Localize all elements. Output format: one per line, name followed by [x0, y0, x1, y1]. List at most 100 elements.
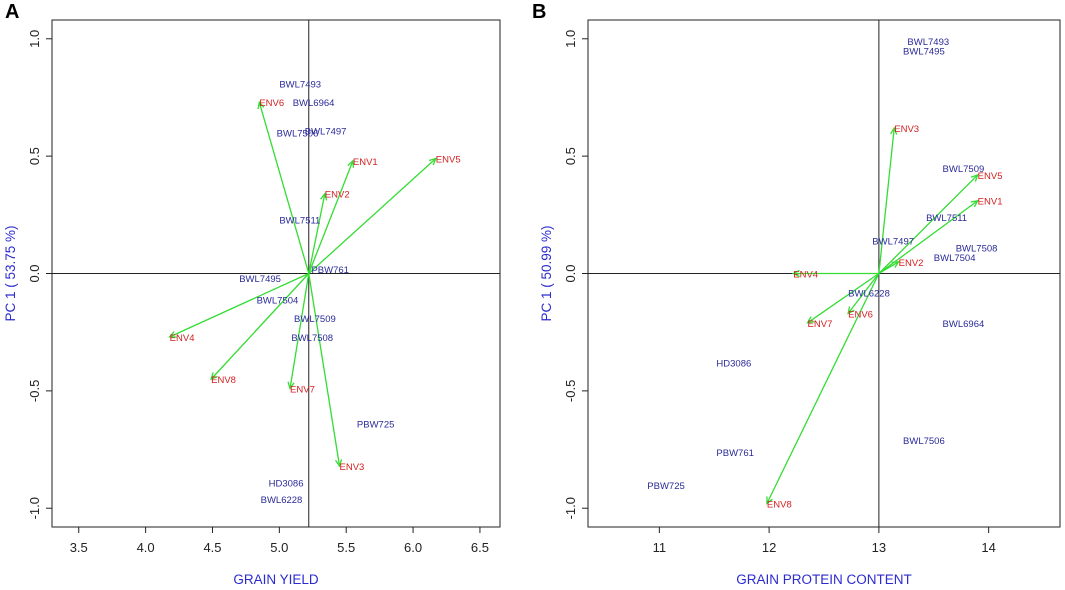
genotype-label-bwl6964: BWL6964 [293, 98, 335, 109]
env-label-env2: ENV2 [899, 258, 924, 269]
x-tick-label: 6.0 [404, 540, 422, 555]
panel-letter-a: A [5, 1, 19, 23]
y-axis-label: PC 1 ( 50.99 %) [539, 225, 554, 321]
env-vector-env6 [258, 101, 310, 274]
genotype-label-bwl7506: BWL7506 [903, 436, 945, 447]
x-tick-label: 14 [981, 540, 995, 555]
genotype-label-bwl7511: BWL7511 [926, 213, 967, 224]
env-vector-env6 [847, 273, 880, 314]
env-label-env7: ENV7 [290, 385, 315, 396]
env-vector-env3 [308, 273, 341, 467]
env-vector-env1 [308, 160, 354, 274]
env-vector-arrowhead [890, 126, 898, 135]
env-label-env8: ENV8 [211, 375, 236, 386]
genotype-label-bwl7493: BWL7493 [907, 37, 949, 48]
x-tick-label: 13 [872, 540, 886, 555]
env-vector-env4 [169, 272, 310, 338]
env-vector-arrowhead [320, 192, 328, 201]
genotype-label-bwl6228: BWL6228 [261, 495, 303, 506]
env-vector-arrowhead [428, 157, 437, 166]
genotype-label-bwl6228: BWL6228 [848, 288, 890, 299]
x-tick-label: 5.5 [337, 540, 355, 555]
x-tick-label: 5.0 [270, 540, 288, 555]
y-tick-label: 0.5 [27, 147, 42, 165]
genotype-label-bwl6964: BWL6964 [943, 319, 985, 330]
env-vector-arrowhead [334, 459, 343, 468]
y-tick-label: 1.0 [27, 30, 42, 48]
genotype-label-bwl7497: BWL7497 [872, 237, 914, 248]
env-vector-arrowhead [891, 261, 900, 268]
genotype-label-bwl7504: BWL7504 [934, 253, 976, 264]
env-vector-arrowhead [791, 269, 800, 278]
genotype-label-pbw761: PBW761 [716, 448, 754, 459]
env-vector-env3 [878, 127, 895, 274]
env-label-env1: ENV1 [978, 197, 1003, 208]
env-label-env8: ENV8 [767, 500, 792, 511]
env-label-env6: ENV6 [848, 309, 873, 320]
env-label-env5: ENV5 [978, 171, 1003, 182]
env-label-env7: ENV7 [808, 319, 833, 330]
env-vector-arrowhead [970, 173, 979, 182]
env-vector-env7 [807, 272, 880, 324]
genotype-label-bwl7504: BWL7504 [257, 295, 299, 306]
env-vector-env8 [766, 273, 880, 504]
env-vector-env5 [308, 158, 437, 274]
genotype-label-pbw725: PBW725 [647, 481, 685, 492]
y-tick-label: 1.0 [563, 30, 578, 48]
env-vector-arrowhead [766, 496, 773, 505]
y-tick-label: -1.0 [27, 497, 42, 519]
y-tick-label: 0.0 [563, 264, 578, 282]
x-tick-label: 3.5 [70, 540, 88, 555]
genotype-label-bwl7511: BWL7511 [279, 216, 320, 227]
y-tick-label: -0.5 [563, 380, 578, 402]
y-tick-label: -0.5 [27, 380, 42, 402]
env-vector-arrowhead [210, 372, 218, 381]
y-tick-label: -1.0 [563, 497, 578, 519]
env-vector-env5 [878, 174, 979, 274]
genotype-label-bwl7508: BWL7508 [291, 333, 333, 344]
biplot-panel-a: 3.5 4.0 4.5 5.0 5.5 6.0 6.5 -1.0 -0.5 0.0 0.5 1.0 GR… [3, 19, 501, 587]
env-label-env3: ENV3 [894, 124, 919, 135]
x-axis-label: GRAIN PROTEIN CONTENT [736, 572, 912, 587]
biplot-panel-b: 11 12 13 14 -1.0 -0.5 0.0 0.5 1.0 GRAIN PROTEIN C… [539, 19, 1061, 587]
env-label-env4: ENV4 [793, 270, 818, 281]
y-tick-label: 0.0 [27, 264, 42, 282]
env-vector-arrowhead [168, 331, 177, 338]
x-axis-label: GRAIN YIELD [233, 572, 319, 587]
env-vector-arrowhead [847, 306, 855, 315]
genotype-label-bwl7509: BWL7509 [294, 314, 336, 325]
genotype-label-hd3086: HD3086 [716, 359, 751, 370]
genotype-label-bwl7495: BWL7495 [239, 274, 281, 285]
x-tick-label: 4.0 [137, 540, 155, 555]
genotype-label-bwl7497: BWL7497 [305, 126, 347, 137]
env-vector-env2 [878, 261, 899, 275]
y-axis-label: PC 1 ( 53.75 %) [3, 225, 18, 321]
genotype-label-bwl7508: BWL7508 [956, 244, 998, 255]
env-vector-arrowhead [257, 100, 265, 110]
panel-letter-b: B [532, 1, 546, 23]
env-vector-arrowhead [347, 159, 355, 168]
genotype-label-pbw725: PBW725 [357, 420, 395, 431]
env-label-env3: ENV3 [340, 462, 365, 473]
env-label-env2: ENV2 [325, 190, 350, 201]
genotype-label-bwl7495: BWL7495 [903, 47, 945, 58]
env-vector-arrowhead [806, 316, 815, 324]
genotype-label-bwl7509: BWL7509 [943, 164, 985, 175]
genotype-label-pbw761: PBW761 [311, 265, 349, 276]
env-vector-env2 [308, 193, 326, 274]
x-tick-label: 4.5 [203, 540, 221, 555]
env-vector-env8 [210, 273, 310, 380]
env-label-env5: ENV5 [436, 154, 461, 165]
genotype-label-bwl7493: BWL7493 [279, 79, 321, 90]
x-tick-label: 12 [762, 540, 776, 555]
env-vector-arrowhead [970, 199, 979, 208]
env-vector-env7 [289, 273, 310, 389]
genotype-label-hd3086: HD3086 [269, 478, 304, 489]
env-vector-env1 [878, 200, 979, 275]
y-tick-label: 0.5 [563, 147, 578, 165]
x-tick-label: 11 [653, 540, 667, 555]
genotype-label-bwl7506: BWL7506 [277, 129, 319, 140]
env-vector-arrowhead [287, 381, 295, 390]
x-tick-label: 6.5 [471, 540, 489, 555]
